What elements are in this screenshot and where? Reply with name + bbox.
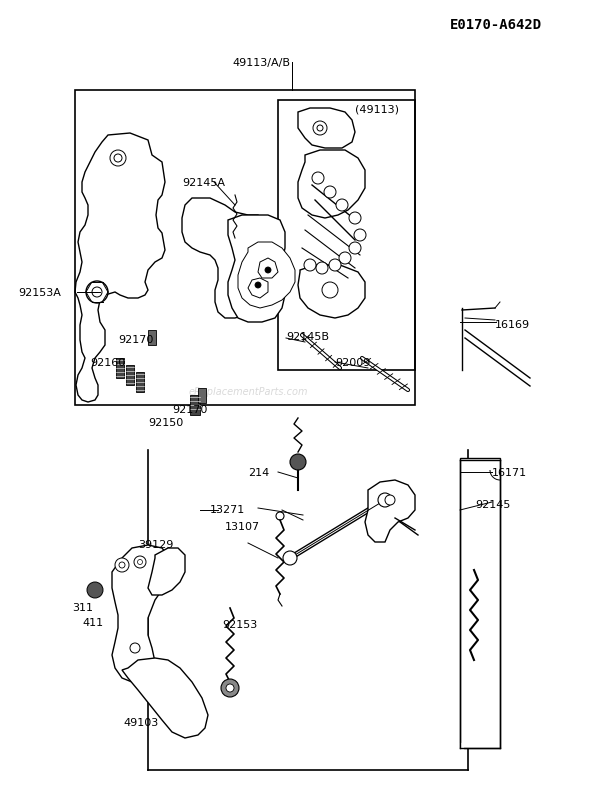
Circle shape [114,154,122,162]
Text: 92153: 92153 [222,620,257,630]
Circle shape [349,242,361,254]
Circle shape [130,643,140,653]
Circle shape [378,493,392,507]
Polygon shape [148,548,185,595]
Polygon shape [248,278,268,298]
Polygon shape [122,658,208,738]
Polygon shape [126,365,134,385]
Polygon shape [298,150,365,218]
Text: 39129: 39129 [138,540,173,550]
Circle shape [87,582,103,598]
Circle shape [226,684,234,692]
Circle shape [221,679,239,697]
Text: 411: 411 [82,618,103,628]
Polygon shape [238,242,295,308]
Circle shape [283,551,297,565]
Polygon shape [298,265,365,318]
Bar [75,90,415,405]
Text: 214: 214 [248,468,269,478]
Circle shape [92,287,102,297]
Circle shape [349,212,361,224]
Circle shape [312,172,324,184]
Circle shape [354,229,366,241]
Polygon shape [75,133,165,402]
Circle shape [119,562,125,568]
Polygon shape [298,108,355,148]
Text: 16171: 16171 [492,468,527,478]
Text: (49113): (49113) [355,105,399,115]
Circle shape [86,281,108,303]
Bar [460,458,500,748]
Text: 311: 311 [72,603,93,613]
Text: 92150: 92150 [148,418,183,428]
Circle shape [336,199,348,211]
Text: 92009: 92009 [335,358,371,368]
Bar [148,330,156,345]
Circle shape [316,262,328,274]
Text: E0170-A642D: E0170-A642D [450,18,542,32]
Text: 92160: 92160 [90,358,125,368]
Circle shape [339,252,351,264]
Bar [190,395,200,415]
Circle shape [134,556,146,568]
Circle shape [304,259,316,271]
Text: 13271: 13271 [210,505,245,515]
Text: 13107: 13107 [225,522,260,532]
Circle shape [324,186,336,198]
Text: eReplacementParts.com: eReplacementParts.com [188,388,307,397]
Circle shape [385,495,395,505]
Bar [198,388,206,403]
Circle shape [322,282,338,298]
Polygon shape [258,258,278,278]
Circle shape [329,259,341,271]
Polygon shape [228,215,285,322]
Text: 92170: 92170 [172,405,207,415]
Text: 92145A: 92145A [182,178,225,188]
Text: 92145B: 92145B [286,332,329,342]
Text: 92145: 92145 [475,500,510,510]
Polygon shape [116,358,124,378]
Circle shape [110,150,126,166]
Text: 92153A: 92153A [18,288,61,298]
Circle shape [255,282,261,288]
Bar [278,100,415,370]
Polygon shape [112,545,172,682]
Circle shape [115,558,129,572]
Text: 92170: 92170 [118,335,153,345]
Text: 49103: 49103 [123,718,158,728]
Circle shape [290,454,306,470]
Circle shape [265,267,271,273]
Text: 49113/A/B: 49113/A/B [232,58,290,68]
Circle shape [313,121,327,135]
Polygon shape [136,372,144,392]
Polygon shape [365,480,415,542]
Circle shape [137,560,143,565]
Text: 16169: 16169 [495,320,530,330]
Polygon shape [182,198,268,318]
Circle shape [317,125,323,131]
